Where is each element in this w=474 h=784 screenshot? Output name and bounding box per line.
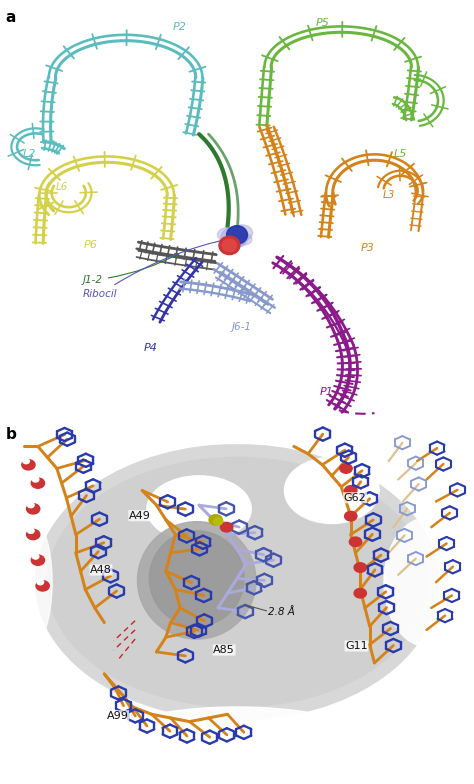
Text: P3: P3 (360, 243, 374, 252)
Ellipse shape (221, 227, 248, 247)
Bar (0, 417, 474, 443)
Ellipse shape (95, 707, 379, 784)
Ellipse shape (228, 235, 246, 248)
Circle shape (340, 463, 352, 474)
Circle shape (213, 517, 223, 525)
Circle shape (220, 522, 233, 532)
Circle shape (27, 503, 34, 508)
Text: L5: L5 (393, 149, 407, 159)
Circle shape (27, 528, 34, 533)
Text: L2: L2 (23, 149, 36, 159)
Text: Ribocil: Ribocil (83, 238, 230, 299)
Ellipse shape (284, 457, 379, 524)
Circle shape (23, 459, 29, 463)
Text: P2: P2 (173, 22, 187, 32)
Circle shape (209, 514, 222, 525)
Ellipse shape (218, 227, 237, 242)
Ellipse shape (47, 457, 427, 707)
Ellipse shape (0, 509, 52, 655)
Circle shape (22, 459, 35, 470)
Circle shape (31, 478, 45, 488)
Circle shape (219, 236, 240, 255)
Ellipse shape (36, 445, 438, 720)
Text: L6: L6 (55, 183, 68, 192)
Text: G11: G11 (345, 641, 368, 651)
Ellipse shape (231, 225, 253, 241)
Ellipse shape (384, 518, 469, 646)
Ellipse shape (137, 521, 256, 639)
Text: J6-1: J6-1 (232, 322, 252, 332)
Text: A48: A48 (90, 565, 112, 575)
Text: 2.8 Å: 2.8 Å (268, 608, 295, 617)
Circle shape (349, 537, 362, 546)
Text: P4: P4 (144, 343, 158, 354)
Ellipse shape (236, 233, 252, 245)
Circle shape (27, 503, 40, 514)
Text: J1-2: J1-2 (83, 253, 179, 285)
Circle shape (345, 486, 357, 495)
Circle shape (32, 554, 39, 559)
Circle shape (227, 226, 247, 244)
Text: A85: A85 (213, 645, 235, 655)
Text: G62: G62 (344, 492, 366, 503)
Circle shape (32, 477, 39, 482)
Text: P5: P5 (315, 18, 329, 28)
Text: P6: P6 (84, 241, 98, 250)
Ellipse shape (149, 531, 244, 626)
Text: a: a (6, 10, 16, 26)
Circle shape (345, 511, 357, 521)
Text: A99: A99 (107, 710, 128, 720)
Circle shape (36, 581, 49, 591)
Text: b: b (6, 427, 17, 442)
Ellipse shape (147, 476, 251, 542)
Circle shape (31, 555, 45, 565)
Circle shape (354, 589, 366, 598)
Circle shape (27, 529, 40, 539)
Circle shape (37, 579, 44, 585)
Text: P1: P1 (320, 387, 334, 397)
Ellipse shape (225, 240, 239, 251)
Text: A49: A49 (129, 510, 151, 521)
Circle shape (222, 239, 237, 252)
Text: L3: L3 (383, 190, 395, 200)
Circle shape (354, 563, 366, 572)
